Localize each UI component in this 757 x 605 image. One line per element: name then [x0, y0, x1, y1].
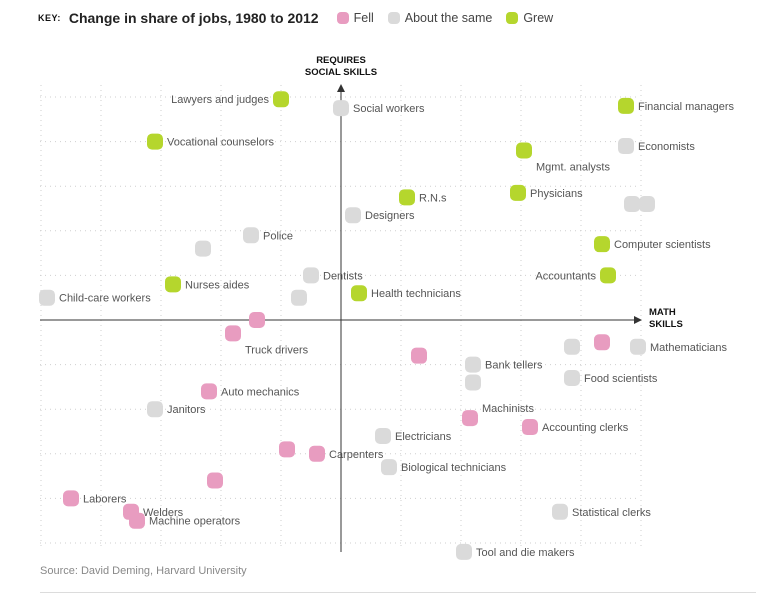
data-point-same — [147, 401, 163, 418]
data-point-label: Economists — [638, 141, 695, 153]
data-point-label: Auto mechanics — [221, 386, 300, 398]
data-point-same — [345, 207, 361, 224]
data-point-label: Machinists — [482, 403, 534, 415]
data-point-same — [630, 338, 646, 355]
data-point-label: Health technicians — [371, 288, 461, 300]
data-point-grew — [510, 184, 526, 201]
data-points: Lawyers and judges Social workers Financia… — [39, 91, 734, 560]
data-point-fell — [201, 383, 217, 400]
data-point-same — [465, 356, 481, 373]
source-note: Source: David Deming, Harvard University — [40, 565, 247, 577]
x-axis-label: MATH — [649, 307, 676, 318]
data-point-label: Biological technicians — [401, 462, 507, 474]
data-point-fell — [249, 312, 265, 328]
data-point-label: Accountants — [535, 270, 596, 282]
data-point-label: Electricians — [395, 431, 452, 443]
legend-label-fell: Fell — [353, 11, 374, 25]
data-point-label: Child-care workers — [59, 293, 151, 305]
data-point-same — [564, 369, 580, 386]
y-axis-label: REQUIRES — [316, 55, 366, 66]
data-point-fell — [462, 410, 478, 427]
data-point-label: Laborers — [83, 493, 127, 505]
legend-swatch-same — [387, 12, 400, 24]
data-point-label: Nurses aides — [185, 279, 250, 291]
data-point-same — [333, 100, 349, 117]
data-point-label: Vocational counselors — [167, 137, 275, 149]
data-point-same — [552, 503, 568, 520]
data-point-fell — [129, 512, 145, 529]
legend-item-same: About the same — [387, 11, 493, 25]
data-point-label: Designers — [365, 210, 415, 222]
data-point-same — [195, 240, 211, 257]
y-axis-arrow-icon — [337, 84, 345, 92]
data-point-same — [243, 227, 259, 244]
data-point-fell — [63, 490, 79, 507]
data-point-label: Lawyers and judges — [171, 94, 269, 106]
data-point-grew — [516, 142, 532, 159]
bottom-divider — [40, 592, 756, 593]
legend-label-same: About the same — [404, 11, 493, 25]
legend-item-grew: Grew — [506, 11, 553, 25]
data-point-grew — [618, 97, 634, 114]
data-point-label: Mathematicians — [650, 342, 728, 354]
chart-title: Change in share of jobs, 1980 to 2012 — [68, 10, 319, 26]
data-point-grew — [600, 267, 616, 284]
data-point-label: Police — [263, 230, 293, 242]
data-point-same — [375, 427, 391, 444]
legend-item-fell: Fell — [336, 11, 374, 25]
data-point-grew — [351, 285, 367, 302]
data-point-same — [564, 338, 580, 355]
data-point-label: Bank tellers — [485, 360, 543, 372]
data-point-label: Machine operators — [149, 516, 241, 528]
data-point-same — [381, 459, 397, 476]
data-point-same — [639, 196, 655, 213]
data-point-label: Food scientists — [584, 373, 658, 385]
data-point-label: Accounting clerks — [542, 422, 629, 434]
data-point-label: Dentists — [323, 270, 363, 282]
data-point-same — [465, 374, 481, 391]
data-point-fell — [225, 325, 241, 342]
data-point-same — [39, 289, 55, 306]
legend-label-grew: Grew — [523, 11, 554, 25]
data-point-grew — [273, 91, 289, 108]
data-point-label: Financial managers — [638, 101, 734, 113]
data-point-label: Truck drivers — [245, 344, 309, 356]
key-label: KEY: — [38, 13, 61, 23]
data-point-fell — [279, 441, 295, 458]
x-axis-arrow-icon — [634, 316, 642, 324]
data-point-label: Social workers — [353, 103, 425, 115]
data-point-label: Welders — [143, 507, 184, 519]
data-point-label: Computer scientists — [614, 239, 711, 251]
data-point-label: Janitors — [167, 404, 206, 416]
data-point-grew — [147, 133, 163, 150]
data-point-fell — [309, 445, 325, 462]
data-point-same — [618, 138, 634, 155]
data-point-grew — [594, 236, 610, 253]
data-point-label: Tool and die makers — [476, 547, 575, 559]
data-point-fell — [207, 472, 223, 489]
legend-swatch-grew — [506, 12, 519, 24]
data-point-fell — [411, 347, 427, 364]
data-point-grew — [399, 189, 415, 206]
data-point-label: Statistical clerks — [572, 507, 651, 519]
data-point-label: Carpenters — [329, 449, 384, 461]
data-point-label: Physicians — [530, 188, 583, 200]
data-point-fell — [594, 334, 610, 351]
legend-key: KEY: Change in share of jobs, 1980 to 20… — [38, 8, 567, 28]
data-point-same — [456, 543, 472, 560]
data-point-same — [624, 196, 640, 213]
y-axis-label: SOCIAL SKILLS — [305, 67, 377, 78]
data-point-fell — [522, 419, 538, 436]
data-point-same — [291, 289, 307, 306]
data-point-label: Mgmt. analysts — [536, 162, 610, 174]
data-point-grew — [165, 276, 181, 293]
data-point-same — [303, 267, 319, 284]
x-axis-label: SKILLS — [649, 319, 683, 330]
legend-swatch-fell — [336, 12, 349, 24]
data-point-label: R.N.s — [419, 192, 447, 204]
